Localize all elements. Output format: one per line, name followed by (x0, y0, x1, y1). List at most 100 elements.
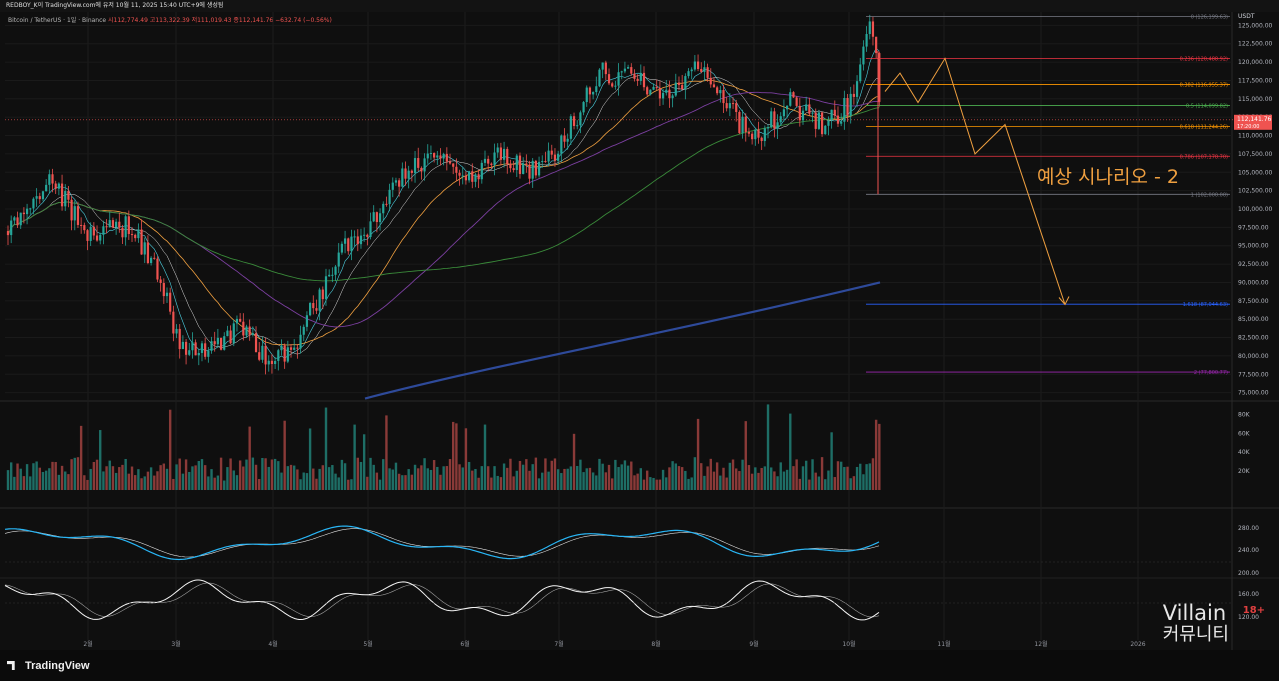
volume-bar (86, 479, 89, 490)
candle-body (19, 212, 22, 226)
volume-bar (458, 464, 461, 490)
candle-body (757, 129, 760, 138)
oscillator1-tick-label: 280.00 (1238, 525, 1259, 532)
candle-body (620, 71, 623, 73)
candle-body (445, 153, 448, 162)
volume-bar (188, 471, 191, 490)
volume-bar (137, 469, 140, 490)
volume-bar (172, 478, 175, 490)
volume-bar (410, 474, 414, 490)
volume-bar (29, 476, 32, 490)
candle-body (369, 221, 372, 237)
candle-body (226, 330, 229, 337)
volume-bar (382, 459, 385, 490)
candle-body (805, 104, 808, 111)
candle-body (827, 120, 830, 126)
candle-body (45, 184, 48, 192)
volume-bar (614, 459, 617, 490)
candle-body (614, 85, 617, 87)
moving-average-line (7, 107, 880, 282)
volume-bar (814, 472, 817, 490)
candle-body (677, 82, 681, 85)
volume-bar (521, 464, 525, 490)
volume-bar (700, 463, 703, 490)
candle-body (207, 350, 210, 357)
candle-body (184, 341, 188, 355)
candle-body (512, 168, 515, 171)
volume-bar (413, 464, 417, 490)
volume-bar (461, 467, 464, 490)
candle-body (833, 109, 836, 116)
candle-body (464, 175, 468, 181)
volume-bar (19, 468, 22, 490)
candle-body (156, 258, 159, 280)
volume-bar (89, 468, 92, 490)
volume-bar (153, 475, 156, 490)
candle-body (375, 212, 378, 223)
candle-body (693, 61, 696, 70)
volume-bar (757, 472, 760, 490)
volume-bar (235, 475, 239, 490)
candle-body (89, 226, 92, 241)
price-tick-label: 80,000.00 (1238, 353, 1269, 360)
volume-bar (566, 468, 569, 490)
volume-bar (677, 466, 681, 490)
volume-bar (560, 473, 563, 490)
candle-body (213, 341, 216, 345)
price-tick-label: 82,500.00 (1238, 335, 1269, 342)
volume-bar (41, 471, 45, 490)
candle-body (639, 72, 642, 81)
tradingview-logo[interactable]: TradingView (7, 660, 90, 672)
candle-body (789, 92, 792, 106)
volume-bar (588, 467, 592, 490)
volume-bar (525, 459, 528, 490)
candle-body (64, 190, 67, 207)
candle-body (350, 236, 353, 252)
volume-bar (67, 474, 70, 490)
volume-bar (362, 434, 366, 490)
candle-body (318, 289, 321, 311)
volume-bar (874, 419, 878, 490)
volume-bar (175, 464, 178, 490)
volume-bar (709, 458, 712, 490)
candle-body (852, 93, 855, 97)
candle-body (92, 226, 95, 236)
chart-canvas[interactable]: 80K 60K 40K 20K 280.00 240.00 200.00 160.00 120… (0, 12, 1279, 650)
volume-bar (394, 462, 398, 490)
candle-body (130, 234, 134, 236)
candle-body (496, 147, 499, 153)
volume-bar (35, 461, 38, 490)
oscillator1-tick-label: 240.00 (1238, 547, 1259, 554)
volume-bar (407, 469, 410, 490)
volume-bar (452, 421, 455, 490)
candle-body (321, 289, 324, 300)
last-price-label: 112,141.76 (1237, 116, 1272, 123)
candle-body (162, 282, 165, 297)
candle-body (359, 235, 363, 245)
symbol-name[interactable]: Bitcoin / TetherUS · 1일 · Binance (8, 17, 107, 24)
candle-body (13, 217, 16, 221)
volume-bar (251, 457, 255, 490)
volume-bar (617, 467, 620, 490)
volume-bar (541, 472, 544, 490)
volume-bar (544, 458, 547, 490)
fib-level-label: 1.618 (87,044.63) (1183, 302, 1228, 308)
volume-bar (64, 471, 67, 490)
candle-body (29, 208, 32, 210)
price-tick-label: 77,500.00 (1238, 371, 1269, 378)
volume-bar (855, 466, 859, 490)
candle-body (585, 87, 588, 103)
volume-bar (57, 474, 61, 490)
candle-body (448, 161, 452, 164)
volume-bar (509, 458, 512, 490)
volume-bar (779, 462, 782, 490)
volume-bar (862, 474, 865, 490)
candle-body (824, 125, 827, 135)
volume-bar (184, 459, 188, 490)
volume-bar (776, 476, 779, 490)
candle-body (569, 116, 572, 139)
candle-body (865, 34, 868, 47)
candle-body (165, 292, 169, 297)
volume-bar (601, 463, 604, 490)
volume-bar (595, 475, 598, 490)
